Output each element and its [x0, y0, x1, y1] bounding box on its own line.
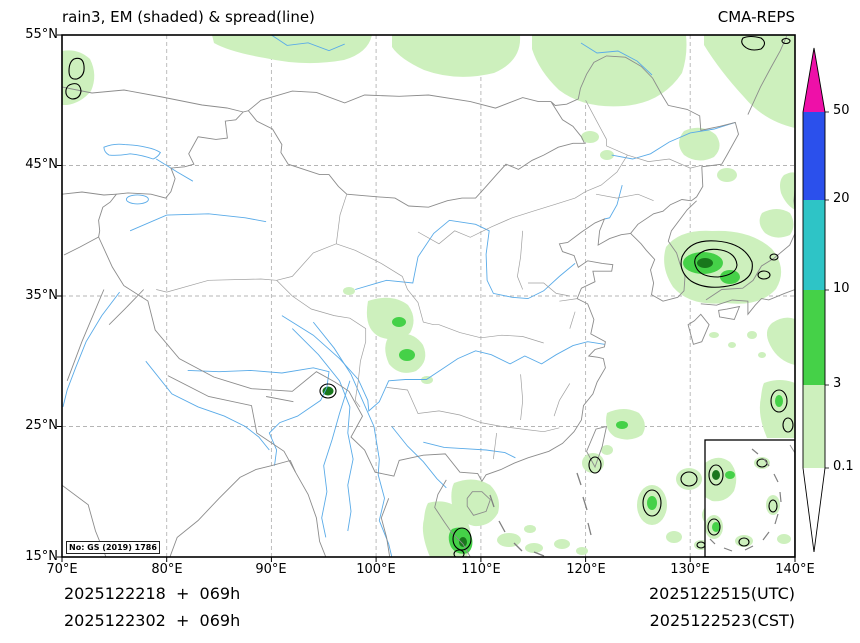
map-note: No: GS (2019) 1786	[66, 541, 160, 554]
colorbar-segment-10-20	[803, 200, 825, 290]
x-tick-80e: 80°E	[151, 562, 183, 577]
province-borders	[156, 100, 701, 460]
y-tick-55n: 55°N	[25, 27, 58, 42]
x-tick-100e: 100°E	[356, 562, 396, 577]
colorbar-segment-below01	[803, 468, 825, 552]
colorbar-label-50: 50	[833, 103, 850, 118]
gridlines	[62, 35, 795, 557]
x-tick-130e: 130°E	[670, 562, 710, 577]
axis-ticks	[57, 34, 796, 562]
inset-nine-dash	[709, 448, 782, 552]
map-area: No: GS (2019) 1786	[57, 34, 796, 562]
y-tick-15n: 15°N	[25, 549, 58, 564]
colorbar-outline	[802, 47, 826, 553]
y-tick-35n: 35°N	[25, 288, 58, 303]
valid-time-cst: 2025122523(CST)	[649, 611, 795, 630]
colorbar-boundary-ticks	[825, 111, 829, 469]
map-frame	[61, 34, 796, 558]
colorbar-label-20: 20	[833, 191, 850, 206]
inset-shading-mid	[712, 471, 735, 532]
colorbar-segment-above50	[803, 48, 825, 112]
scs-inset	[704, 439, 795, 557]
colorbar-segment-01-3	[803, 385, 825, 468]
nine-dash-line	[489, 472, 592, 557]
init-time-utc: 2025122218 + 069h	[64, 584, 241, 603]
colorbar	[800, 40, 856, 560]
x-tick-120e: 120°E	[566, 562, 606, 577]
rivers	[62, 35, 736, 557]
x-tick-110e: 110°E	[461, 562, 501, 577]
map-canvas	[57, 34, 796, 562]
colorbar-label-10: 10	[833, 281, 850, 296]
inset-shading-dark	[712, 470, 720, 480]
colorbar-label-3: 3	[833, 376, 842, 391]
colorbar-segment-20-50	[803, 112, 825, 200]
y-tick-25n: 25°N	[25, 418, 58, 433]
y-tick-45n: 45°N	[25, 157, 58, 172]
x-tick-70e: 70°E	[46, 562, 78, 577]
x-tick-90e: 90°E	[255, 562, 287, 577]
colorbar-segment-3-10	[803, 290, 825, 385]
chart-title: rain3, EM (shaded) & spread(line)	[62, 8, 315, 26]
model-name: CMA-REPS	[717, 8, 795, 26]
x-tick-140e: 140°E	[775, 562, 815, 577]
init-time-cst: 2025122302 + 069h	[64, 611, 241, 630]
colorbar-label-01: 0.1	[833, 459, 854, 474]
precip-shading-dark	[322, 258, 713, 547]
valid-time-utc: 2025122515(UTC)	[649, 584, 795, 603]
colorbar-canvas	[802, 47, 829, 553]
